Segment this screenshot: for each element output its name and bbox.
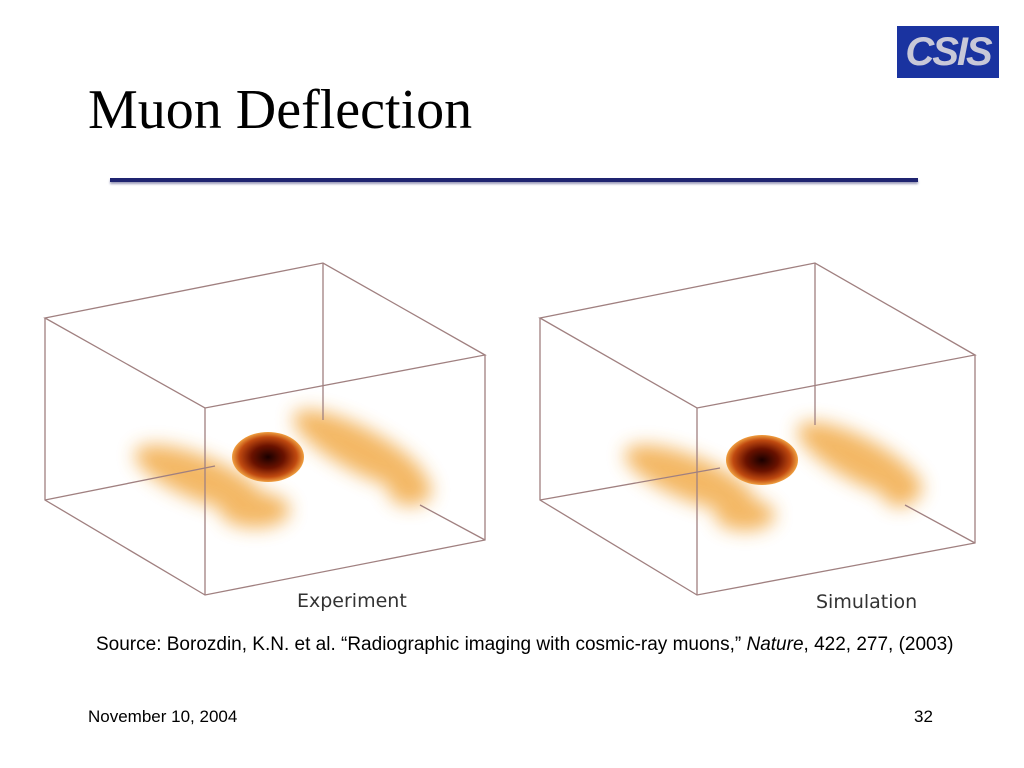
source-text: Source: Borozdin, K.N. et al. “Radiograp… [96, 634, 747, 655]
journal: Nature [746, 634, 804, 655]
logo: CSIS [897, 26, 999, 78]
figure: Experiment Simulation [43, 262, 977, 613]
title-rule [110, 178, 918, 182]
slide-title: Muon Deflection [88, 79, 473, 141]
footer-date: November 10, 2004 [88, 707, 238, 726]
panel-label: Experiment [297, 590, 407, 612]
panel-label: Simulation [816, 591, 917, 613]
page-number: 32 [914, 707, 933, 726]
simulation-panel [538, 262, 977, 596]
source-note: Source: Borozdin, K.N. et al. “Radiograp… [96, 632, 1024, 658]
experiment-panel [43, 262, 487, 596]
citation: , 422, 277, (2003) [803, 634, 954, 655]
